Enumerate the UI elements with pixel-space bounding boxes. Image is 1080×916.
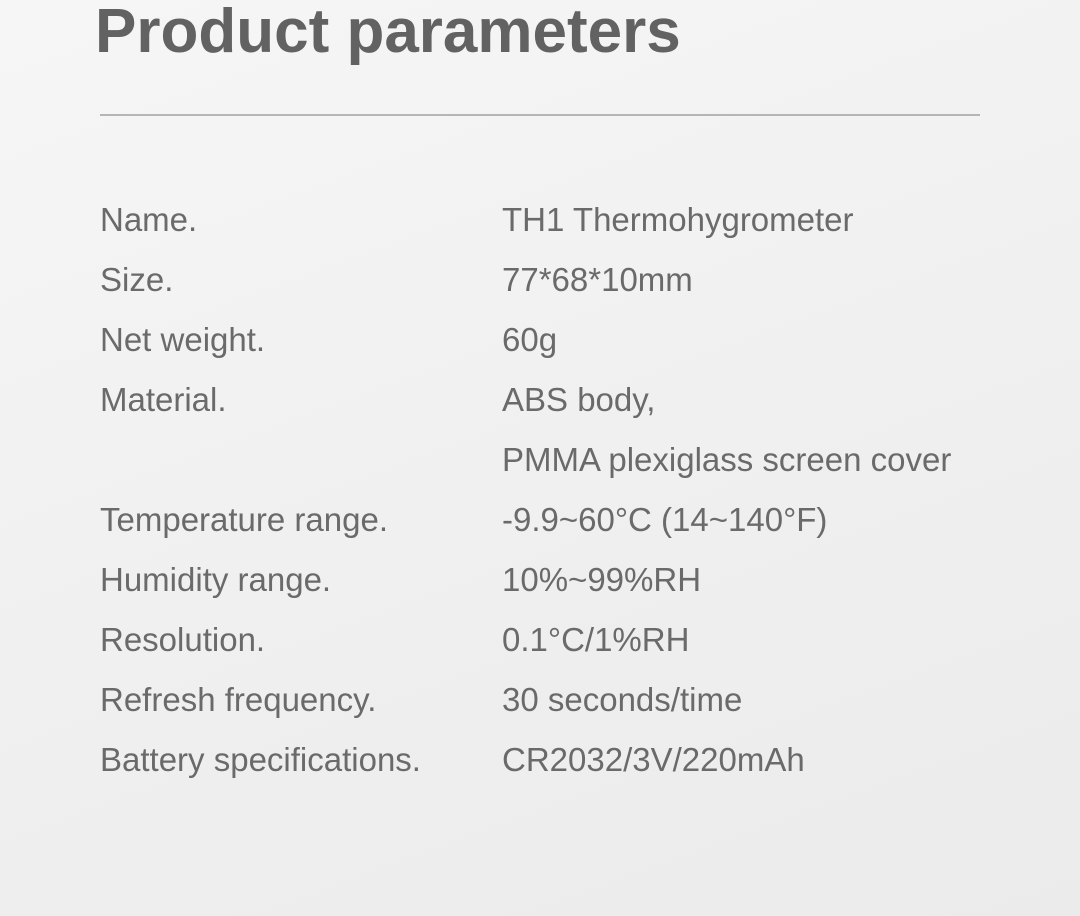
parameter-value: CR2032/3V/220mAh: [502, 741, 805, 778]
parameter-list: Name. TH1 Thermohygrometer Size. 77*68*10m…: [100, 190, 951, 790]
parameter-row: Name. TH1 Thermohygrometer: [100, 190, 951, 250]
parameter-row: Humidity range. 10%~99%RH: [100, 550, 951, 610]
parameter-row: Refresh frequency. 30 seconds/time: [100, 670, 951, 730]
parameter-row: Size. 77*68*10mm: [100, 250, 951, 310]
parameter-row: Material. ABS body,: [100, 370, 951, 430]
parameter-label: [100, 430, 502, 490]
parameter-label: Humidity range.: [100, 561, 332, 598]
parameter-value: 60g: [502, 321, 558, 358]
parameter-label: Name.: [100, 201, 198, 238]
divider: [100, 114, 980, 116]
parameter-row: Resolution. 0.1°C/1%RH: [100, 610, 951, 670]
parameter-label: Temperature range.: [100, 501, 388, 538]
parameter-label: Material.: [100, 381, 227, 418]
parameter-value: PMMA plexiglass screen cover: [502, 441, 952, 478]
parameter-value: 0.1°C/1%RH: [502, 621, 690, 658]
parameter-value: TH1 Thermohygrometer: [502, 201, 854, 238]
parameter-label: Net weight.: [100, 321, 266, 358]
parameter-row: PMMA plexiglass screen cover: [100, 430, 951, 490]
page-title: Product parameters: [95, 0, 681, 66]
parameter-value: 10%~99%RH: [502, 561, 702, 598]
parameter-row: Battery specifications. CR2032/3V/220mAh: [100, 730, 951, 790]
parameter-label: Size.: [100, 261, 174, 298]
parameter-label: Refresh frequency.: [100, 681, 377, 718]
parameter-row: Temperature range. -9.9~60°C (14~140°F): [100, 490, 951, 550]
parameter-label: Resolution.: [100, 621, 266, 658]
parameter-row: Net weight. 60g: [100, 310, 951, 370]
parameter-value: 77*68*10mm: [502, 261, 693, 298]
parameter-value: 30 seconds/time: [502, 681, 743, 718]
parameter-value: -9.9~60°C (14~140°F): [502, 501, 828, 538]
parameter-value: ABS body,: [502, 381, 656, 418]
parameter-label: Battery specifications.: [100, 741, 421, 778]
